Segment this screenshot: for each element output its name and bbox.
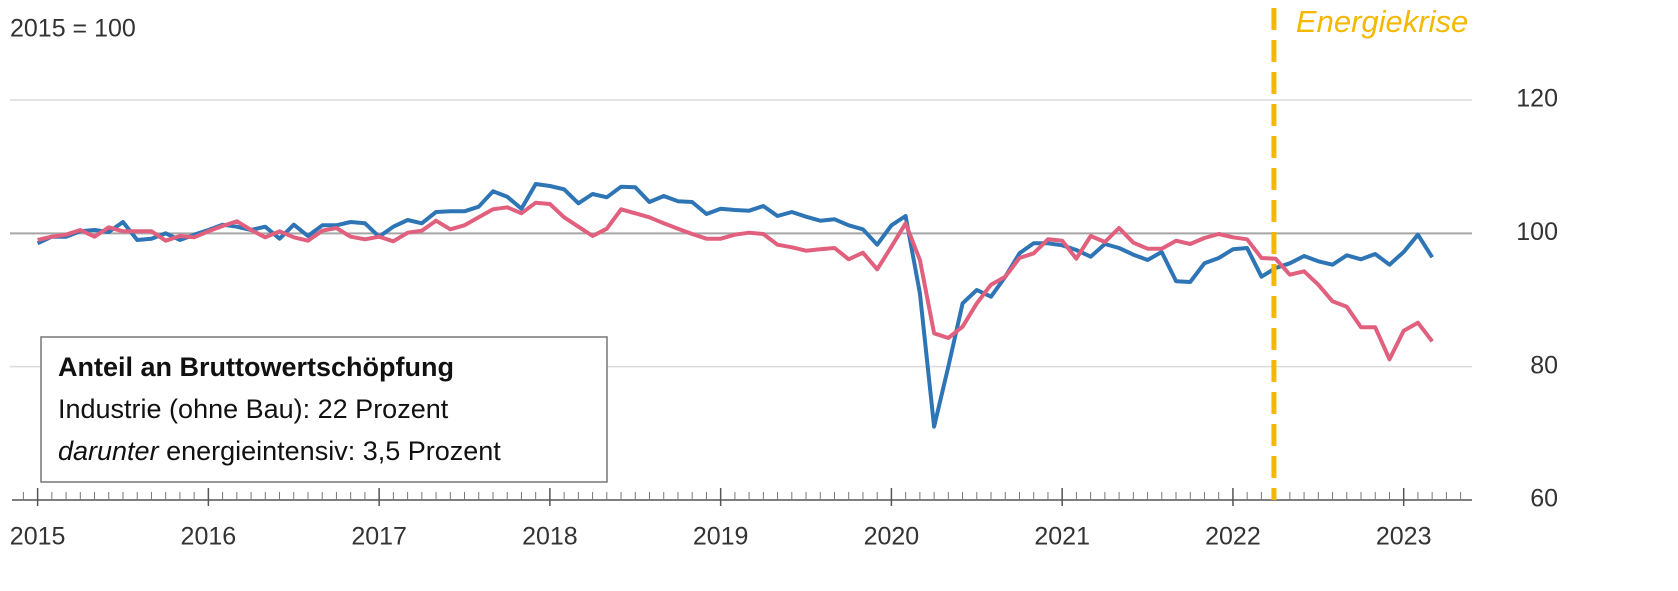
subtitle: 2015 = 100 <box>10 15 136 43</box>
x-tick-label: 2017 <box>351 523 407 551</box>
x-tick-label: 2021 <box>1034 523 1090 551</box>
x-tick-label: 2020 <box>864 523 920 551</box>
series-line <box>36 182 1434 429</box>
x-tick-label: 2022 <box>1205 523 1261 551</box>
x-tick-label: 2019 <box>693 523 749 551</box>
box-title: Anteil an Bruttowertschöpfung <box>58 352 454 382</box>
box-line: Industrie (ohne Bau): 22 Prozent <box>58 394 449 424</box>
x-tick-label: 2016 <box>181 523 237 551</box>
x-tick-label: 2015 <box>10 523 66 551</box>
y-tick-label: 120 <box>1516 85 1558 113</box>
series-line <box>37 200 1434 362</box>
box-rest: energieintensiv: 3,5 Prozent <box>159 436 502 466</box>
y-tick-label: 60 <box>1530 485 1558 513</box>
annotation-label: Energiekrise <box>1296 4 1468 39</box>
y-tick-label: 80 <box>1530 351 1558 379</box>
box-italic: darunter <box>58 436 160 466</box>
y-tick-label: 100 <box>1516 218 1558 246</box>
info-box <box>40 336 608 483</box>
box-line: darunter energieintensiv: 3,5 Prozent <box>58 436 501 466</box>
x-tick-label: 2023 <box>1376 523 1432 551</box>
x-tick-label: 2018 <box>522 523 578 551</box>
